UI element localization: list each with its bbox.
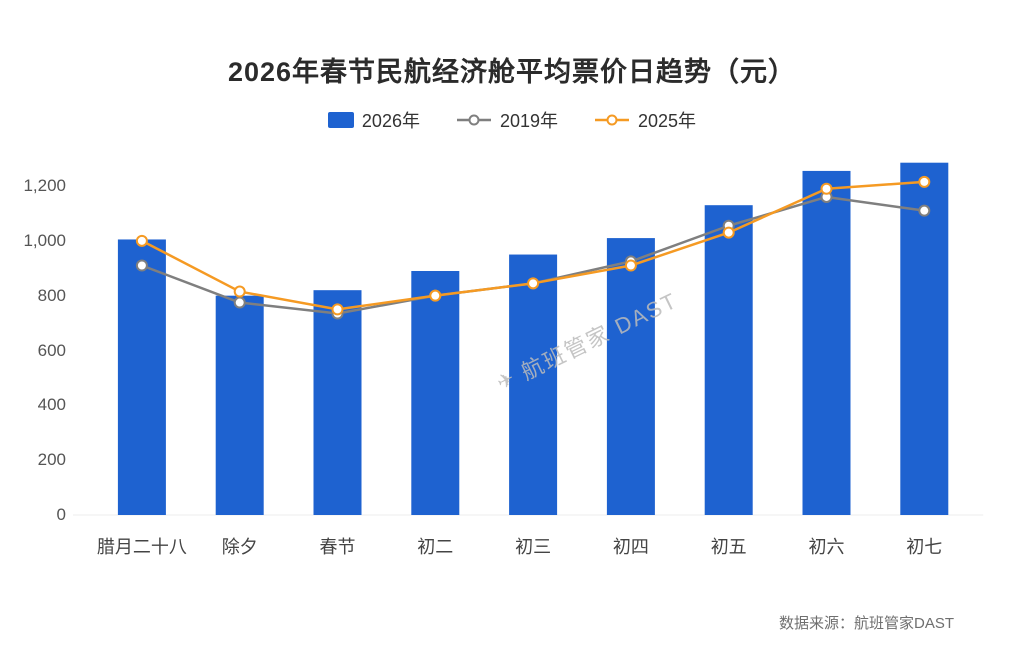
marker-2025年-初七	[918, 175, 931, 188]
x-tick-label-初七: 初七	[906, 537, 943, 557]
marker-2025年-除夕	[233, 285, 246, 298]
y-tick-label-1200: 1,200	[23, 176, 66, 195]
x-tick-label-初六: 初六	[808, 537, 845, 557]
legend-label-2019: 2019年	[499, 111, 559, 131]
legend-item-2025[interactable]: 2025年	[594, 107, 696, 133]
data-source: 数据来源：航班管家DAST	[778, 615, 954, 632]
bar-2026年-初四	[606, 238, 655, 515]
legend-item-2019[interactable]: 2019年	[456, 107, 558, 133]
marker-2025年-初五	[722, 226, 735, 239]
x-tick-label-除夕: 除夕	[221, 537, 258, 557]
x-tick-label-初五: 初五	[710, 537, 747, 557]
x-tick-label-腊月二十八: 腊月二十八	[96, 537, 187, 557]
marker-2025年-初四	[624, 259, 637, 272]
marker-2019年-除夕	[233, 296, 246, 309]
marker-2025年-初三	[527, 277, 540, 290]
legend: 2026年 2019年 2025年	[0, 107, 1024, 133]
y-tick-label-200: 200	[37, 450, 66, 470]
bar-2026年-初二	[411, 270, 460, 515]
bar-2026年-初三	[509, 254, 558, 515]
x-tick-label-春节: 春节	[319, 537, 356, 557]
legend-bar-swatch-icon	[327, 112, 354, 128]
x-tick-label-初二: 初二	[417, 537, 454, 557]
bar-2026年-初六	[802, 170, 851, 515]
y-tick-label-0: 0	[56, 505, 66, 524]
legend-label-2026: 2026年	[361, 111, 420, 131]
marker-2025年-春节	[331, 303, 344, 316]
bar-2026年-腊月二十八	[117, 239, 166, 515]
legend-line-marker-icon-2019	[456, 113, 492, 127]
marker-2019年-腊月二十八	[135, 259, 148, 272]
bar-2026年-初五	[704, 205, 753, 516]
x-tick-label-初四: 初四	[612, 537, 649, 557]
legend-line-marker-icon-2025	[594, 113, 630, 127]
marker-2019年-初七	[918, 204, 931, 217]
y-tick-label-1000: 1,000	[23, 230, 66, 250]
bar-2026年-除夕	[215, 295, 264, 515]
marker-2025年-初二	[429, 289, 442, 302]
x-tick-label-初三: 初三	[515, 537, 552, 557]
y-tick-label-600: 600	[37, 340, 66, 360]
marker-2025年-腊月二十八	[135, 234, 148, 247]
marker-2025年-初六	[820, 182, 833, 195]
bar-2026年-初七	[900, 162, 949, 515]
bar-2026年-春节	[313, 290, 362, 515]
y-tick-label-800: 800	[37, 285, 66, 305]
y-tick-label-400: 400	[37, 395, 66, 415]
legend-item-2026[interactable]: 2026年	[327, 107, 420, 133]
legend-label-2025: 2025年	[638, 111, 697, 131]
chart-title: 2026年春节民航经济舱平均票价日趋势（元）	[227, 57, 797, 87]
